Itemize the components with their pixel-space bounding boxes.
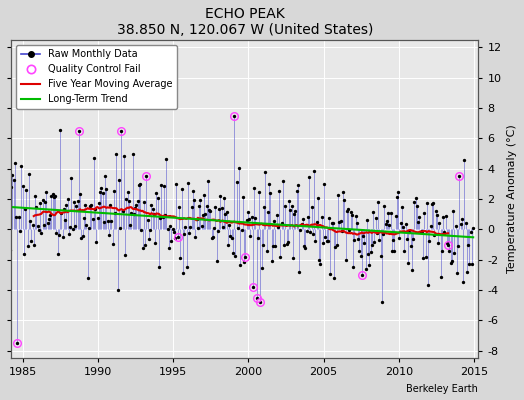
Title: ECHO PEAK
38.850 N, 120.067 W (United States): ECHO PEAK 38.850 N, 120.067 W (United St…	[116, 7, 373, 37]
Text: Berkeley Earth: Berkeley Earth	[407, 384, 478, 394]
Legend: Raw Monthly Data, Quality Control Fail, Five Year Moving Average, Long-Term Tren: Raw Monthly Data, Quality Control Fail, …	[16, 44, 178, 109]
Y-axis label: Temperature Anomaly (°C): Temperature Anomaly (°C)	[507, 125, 517, 274]
